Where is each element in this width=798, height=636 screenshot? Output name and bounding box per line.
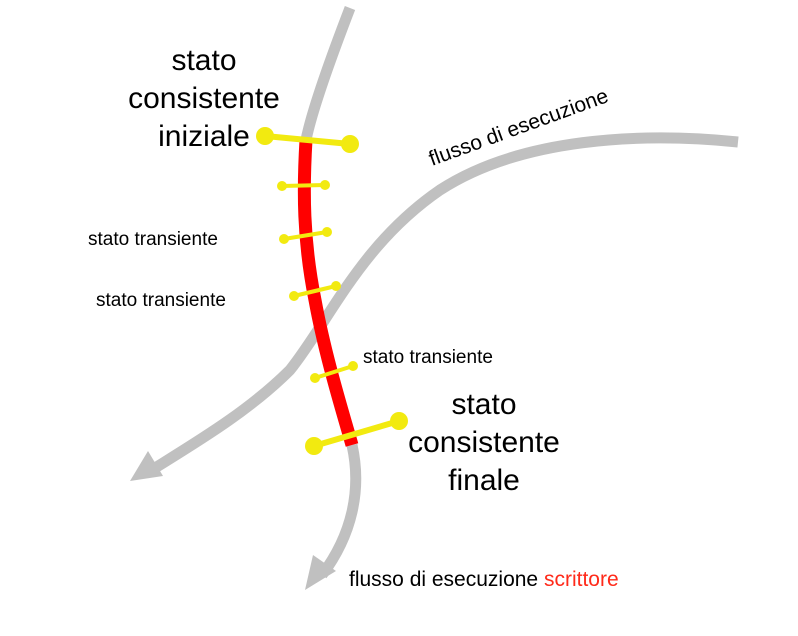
final-state-marker — [305, 412, 408, 455]
transient-label-2: stato transiente — [96, 290, 226, 311]
initial-state-line-2: consistente — [128, 82, 280, 115]
transient-label-3: stato transiente — [363, 347, 493, 368]
final-state-line-2: consistente — [408, 426, 560, 459]
final-state-line-1: stato — [451, 388, 517, 421]
final-state-line-3: finale — [448, 464, 520, 497]
transient-marker-3 — [310, 361, 358, 383]
transient-marker-0 — [277, 180, 330, 191]
flow-label-2-prefix: flusso di esecuzione — [349, 568, 539, 591]
execution-flow-arrowhead-writer — [305, 555, 336, 590]
transient-label-1: stato transiente — [88, 229, 218, 250]
initial-state-label: stato consistente iniziale — [104, 42, 304, 156]
final-state-label: stato consistente finale — [384, 386, 584, 500]
execution-flow-arrow-writer-back — [300, 6, 356, 142]
initial-state-marker — [256, 127, 359, 153]
execution-flow-arrow-writer-end — [317, 443, 362, 579]
transient-marker-1 — [279, 227, 332, 244]
initial-state-line-3: iniziale — [158, 120, 250, 153]
flow-label-2: flusso di esecuzione scrittore — [349, 569, 619, 591]
execution-flow-arrow-other — [152, 132, 739, 473]
initial-state-line-1: stato — [171, 44, 237, 77]
transient-marker-2 — [289, 281, 341, 301]
flow-label-2-accent: scrittore — [543, 568, 619, 591]
execution-flow-arrowhead-other — [130, 451, 163, 481]
